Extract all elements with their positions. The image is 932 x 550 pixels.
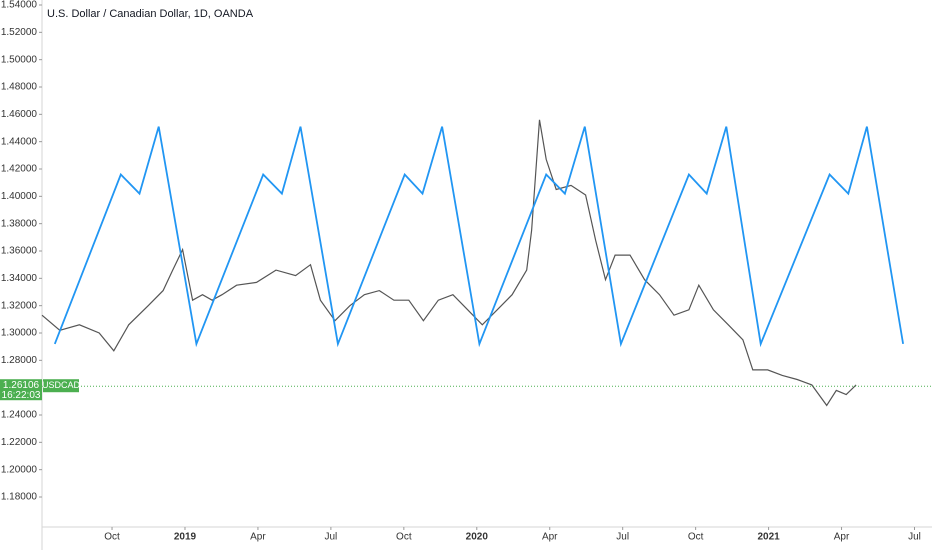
x-tick-label: Oct [104, 532, 120, 543]
y-tick-label: 1.46000 [1, 109, 38, 120]
x-tick-label: 2020 [466, 532, 489, 543]
x-tick-label: Apr [542, 532, 558, 543]
y-tick-label: 1.38000 [1, 218, 38, 229]
x-tick-label: Jul [908, 532, 921, 543]
x-tick-label: 2019 [174, 532, 197, 543]
x-tick-label: Oct [688, 532, 704, 543]
x-tick-label: Jul [616, 532, 629, 543]
y-tick-label: 1.30000 [1, 328, 38, 339]
chart-title: U.S. Dollar / Canadian Dollar, 1D, OANDA [47, 8, 254, 20]
y-tick-label: 1.52000 [1, 27, 38, 38]
y-tick-label: 1.50000 [1, 54, 38, 65]
y-tick-label: 1.22000 [1, 437, 38, 448]
x-tick-label: 2021 [757, 532, 780, 543]
y-tick-label: 1.54000 [1, 0, 38, 11]
y-tick-label: 1.48000 [1, 82, 38, 93]
x-tick-label: Oct [396, 532, 412, 543]
y-tick-label: 1.32000 [1, 300, 38, 311]
symbol-box [43, 379, 79, 393]
y-tick-label: 1.28000 [1, 355, 38, 366]
y-tick-label: 1.34000 [1, 273, 38, 284]
y-tick-label: 1.24000 [1, 410, 38, 421]
x-tick-label: Jul [324, 532, 337, 543]
y-tick-label: 1.44000 [1, 136, 38, 147]
price-box [0, 379, 42, 401]
price-value: 1.26106 [3, 380, 40, 391]
x-tick-label: Apr [834, 532, 850, 543]
y-tick-label: 1.20000 [1, 464, 38, 475]
y-tick-label: 1.36000 [1, 246, 38, 257]
price-symbol: USDCAD [42, 380, 81, 390]
series-line [41, 119, 857, 407]
y-tick-label: 1.18000 [1, 492, 38, 503]
y-tick-label: 1.40000 [1, 191, 38, 202]
price-time: 16:22:03 [2, 390, 41, 401]
x-tick-label: Apr [250, 532, 266, 543]
series-line [53, 126, 904, 348]
y-tick-label: 1.42000 [1, 164, 38, 175]
